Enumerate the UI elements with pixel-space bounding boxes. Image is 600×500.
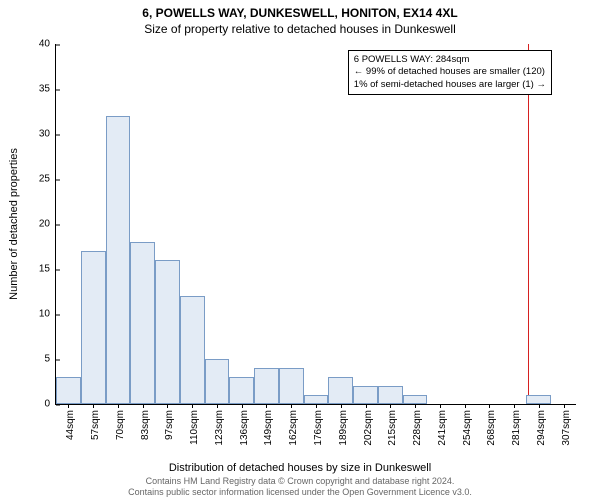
x-tick-label: 281sqm	[511, 410, 522, 446]
x-tick-label: 136sqm	[239, 410, 250, 446]
x-axis-label: Distribution of detached houses by size …	[0, 462, 600, 474]
x-tick-mark	[415, 404, 416, 408]
x-tick-mark	[192, 404, 193, 408]
chart-title-address: 6, POWELLS WAY, DUNKESWELL, HONITON, EX1…	[0, 6, 600, 20]
x-tick-label: 44sqm	[65, 410, 76, 440]
annotation-larger: 1% of semi-detached houses are larger (1…	[354, 79, 546, 91]
x-tick-mark	[366, 404, 367, 408]
histogram-bar	[130, 242, 155, 404]
x-tick-mark	[564, 404, 565, 408]
x-tick-mark	[539, 404, 540, 408]
x-tick-mark	[68, 404, 69, 408]
histogram-bar	[353, 386, 378, 404]
x-tick-mark	[291, 404, 292, 408]
x-tick-label: 57sqm	[90, 410, 101, 440]
x-tick-label: 228sqm	[412, 410, 423, 446]
annotation-property: 6 POWELLS WAY: 284sqm	[354, 54, 546, 66]
x-tick-label: 110sqm	[189, 410, 200, 445]
property-marker-line	[528, 44, 529, 404]
histogram-bar	[56, 377, 81, 404]
x-tick-mark	[440, 404, 441, 408]
y-tick: 30	[39, 129, 56, 140]
x-tick-mark	[242, 404, 243, 408]
y-tick: 25	[39, 174, 56, 185]
annotation-box: 6 POWELLS WAY: 284sqm ← 99% of detached …	[348, 50, 552, 95]
x-tick-mark	[341, 404, 342, 408]
y-tick: 35	[39, 84, 56, 95]
x-tick-mark	[390, 404, 391, 408]
histogram-bar	[106, 116, 131, 404]
y-axis-label: Number of detached properties	[8, 148, 20, 300]
x-tick-mark	[489, 404, 490, 408]
chart-area: 6 POWELLS WAY: 284sqm ← 99% of detached …	[55, 44, 575, 404]
annotation-smaller: ← 99% of detached houses are smaller (12…	[354, 66, 546, 78]
x-tick-label: 189sqm	[338, 410, 349, 446]
x-tick-label: 97sqm	[164, 410, 175, 440]
histogram-bar	[279, 368, 304, 404]
histogram-bar	[526, 395, 551, 404]
x-tick-label: 83sqm	[140, 410, 151, 440]
y-tick: 20	[39, 219, 56, 230]
footer-line1: Contains HM Land Registry data © Crown c…	[0, 476, 600, 487]
x-tick-label: 176sqm	[313, 410, 324, 446]
histogram-bar	[229, 377, 254, 404]
x-tick-label: 123sqm	[214, 410, 225, 446]
histogram-bar	[378, 386, 403, 404]
x-tick-label: 268sqm	[486, 410, 497, 446]
histogram-bar	[155, 260, 180, 404]
chart-container: 6, POWELLS WAY, DUNKESWELL, HONITON, EX1…	[0, 0, 600, 500]
histogram-bar	[205, 359, 230, 404]
histogram-bar	[304, 395, 329, 404]
x-tick-label: 307sqm	[561, 410, 572, 446]
x-tick-label: 202sqm	[363, 410, 374, 446]
plot-region: 6 POWELLS WAY: 284sqm ← 99% of detached …	[55, 44, 576, 405]
x-tick-label: 294sqm	[536, 410, 547, 446]
y-tick: 5	[44, 354, 56, 365]
y-tick: 0	[44, 399, 56, 410]
y-tick: 10	[39, 309, 56, 320]
x-tick-mark	[167, 404, 168, 408]
x-tick-label: 254sqm	[462, 410, 473, 446]
histogram-bar	[180, 296, 205, 404]
x-tick-mark	[143, 404, 144, 408]
x-tick-label: 215sqm	[387, 410, 398, 446]
y-tick: 40	[39, 39, 56, 50]
x-tick-label: 162sqm	[288, 410, 299, 446]
x-tick-mark	[266, 404, 267, 408]
footer-line2: Contains public sector information licen…	[0, 487, 600, 498]
x-tick-label: 149sqm	[263, 410, 274, 446]
histogram-bar	[403, 395, 428, 404]
histogram-bar	[81, 251, 106, 404]
chart-subtitle: Size of property relative to detached ho…	[0, 22, 600, 36]
x-tick-mark	[217, 404, 218, 408]
y-tick: 15	[39, 264, 56, 275]
x-tick-mark	[514, 404, 515, 408]
histogram-bar	[254, 368, 279, 404]
footer-attribution: Contains HM Land Registry data © Crown c…	[0, 476, 600, 499]
x-tick-mark	[93, 404, 94, 408]
x-tick-mark	[316, 404, 317, 408]
x-tick-mark	[118, 404, 119, 408]
x-tick-label: 241sqm	[437, 410, 448, 446]
histogram-bar	[328, 377, 353, 404]
x-tick-mark	[465, 404, 466, 408]
x-tick-label: 70sqm	[115, 410, 126, 440]
